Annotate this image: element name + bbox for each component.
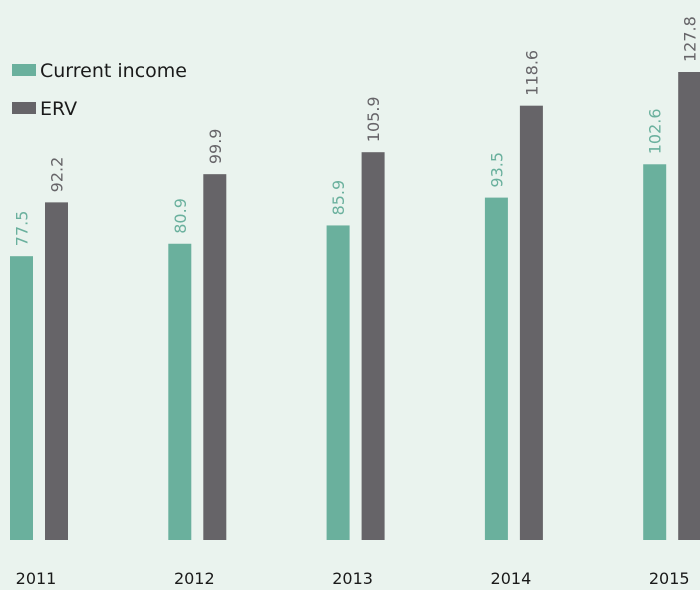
data-label: 127.8 bbox=[681, 16, 700, 62]
data-label: 105.9 bbox=[364, 96, 383, 142]
data-label: 80.9 bbox=[171, 198, 190, 234]
data-label: 102.6 bbox=[646, 108, 665, 154]
bar bbox=[643, 164, 667, 541]
x-tick-label: 2014 bbox=[491, 569, 532, 588]
bar bbox=[203, 174, 227, 541]
data-label: 85.9 bbox=[329, 180, 348, 216]
x-tick-label: 2013 bbox=[332, 569, 373, 588]
x-tick-label: 2012 bbox=[174, 569, 215, 588]
x-tick-label: 2011 bbox=[16, 569, 57, 588]
data-label: 118.6 bbox=[522, 50, 541, 96]
legend-text: Current income bbox=[40, 60, 187, 82]
bar bbox=[519, 105, 543, 541]
bar bbox=[361, 152, 385, 540]
data-label: 93.5 bbox=[487, 152, 506, 188]
bar bbox=[326, 225, 350, 540]
data-label: 77.5 bbox=[13, 211, 32, 247]
x-tick-label: 2015 bbox=[649, 569, 690, 588]
bar bbox=[168, 243, 192, 541]
bar bbox=[678, 72, 700, 540]
data-label: 99.9 bbox=[206, 129, 225, 165]
legend-text: ERV bbox=[40, 98, 77, 120]
legend-swatch bbox=[12, 64, 36, 76]
bar bbox=[10, 256, 33, 540]
legend-swatch bbox=[12, 102, 36, 114]
bar bbox=[45, 202, 68, 540]
bar bbox=[484, 197, 508, 540]
data-label: 92.2 bbox=[48, 157, 67, 193]
